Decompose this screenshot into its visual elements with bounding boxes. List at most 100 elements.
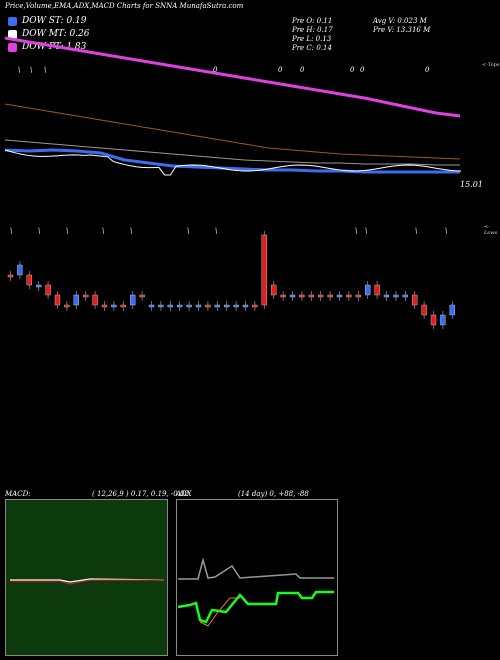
macd-title: MACD: <box>5 490 31 498</box>
candle <box>167 304 173 308</box>
low-marker: \ <box>415 227 417 235</box>
low-marker: \ <box>38 227 40 235</box>
top-marker: 0 <box>350 66 355 74</box>
adx-minus-di <box>199 597 240 627</box>
adx-plus-di <box>177 590 334 624</box>
legend-swatch-white <box>8 29 17 39</box>
candle <box>17 264 23 276</box>
candle <box>120 304 126 308</box>
candle <box>421 304 427 316</box>
stat-avg-volume: Avg V: 0.023 M <box>373 17 427 25</box>
candle <box>289 294 296 298</box>
candle <box>365 284 371 296</box>
low-marker: \ <box>187 227 189 235</box>
candle <box>430 314 437 326</box>
lows-label: <-Lows <box>484 224 498 236</box>
legend-dow-mt: DOW MT: 0.26 <box>8 29 90 39</box>
top-marker: 0 <box>425 66 430 74</box>
candle <box>412 294 418 306</box>
ema-line-magenta <box>4 36 461 118</box>
stat-prev-low: Pre L: 0.13 <box>292 35 332 43</box>
ema-line-blue <box>4 148 460 174</box>
candle <box>54 294 61 306</box>
legend-dow-st: DOW ST: 0.19 <box>8 16 87 26</box>
candle <box>205 304 211 308</box>
candle <box>355 294 361 298</box>
legend-swatch-magenta <box>8 42 17 52</box>
low-marker: \ <box>130 227 132 235</box>
candle <box>186 304 192 308</box>
stat-prev-volume: Pre V: 13.316 M <box>373 26 431 34</box>
candle <box>242 304 249 308</box>
macd-signal <box>10 579 164 585</box>
adx-params: (14 day) 0, +88, -88 <box>238 490 309 498</box>
candle <box>327 294 333 298</box>
ema-line-brown <box>4 103 461 160</box>
candle <box>280 294 286 298</box>
candle <box>36 284 42 288</box>
top-marker: 0 <box>300 66 305 74</box>
adx-title: ADX <box>176 490 192 498</box>
tops-label: <-Tops <box>482 62 500 68</box>
candle <box>139 294 145 298</box>
candle <box>252 304 258 308</box>
stat-prev-open: Pre O: 0.11 <box>292 17 333 25</box>
top-marker: 0 <box>278 66 283 74</box>
candle <box>92 294 98 306</box>
price-label: 15.01 <box>460 180 483 189</box>
candle <box>214 304 220 308</box>
stat-prev-high: Pre H: 0.17 <box>292 26 333 34</box>
candle <box>148 304 155 308</box>
low-marker: \ <box>10 227 12 235</box>
candle <box>299 294 305 298</box>
legend-label-mt: DOW MT: 0.26 <box>22 29 90 39</box>
macd-line <box>10 578 165 583</box>
candle <box>346 294 352 298</box>
low-marker: \ <box>215 227 217 235</box>
candle <box>45 284 51 296</box>
top-marker: 0 <box>213 66 218 74</box>
top-marker: 0 <box>360 66 365 74</box>
price-chart: \ \ \ 0 0 0 0 0 0\ \ \ \ \ \ \ \ \ \ \ <box>4 36 462 329</box>
candle <box>64 304 70 308</box>
low-marker: \ <box>445 227 447 235</box>
candle <box>195 304 202 308</box>
candle <box>224 304 230 308</box>
candle <box>111 304 117 308</box>
candle <box>402 294 408 298</box>
low-marker: \ <box>102 227 104 235</box>
candle <box>336 294 343 298</box>
legend-swatch-blue <box>8 16 17 26</box>
stat-prev-close: Pre C: 0.14 <box>292 44 332 52</box>
adx-line <box>178 557 334 580</box>
candle <box>83 294 89 298</box>
low-marker: \ <box>365 227 367 235</box>
candle <box>374 284 380 296</box>
macd-params: ( 12,26,9 ) 0.17, 0.19, -0.02 <box>92 490 189 498</box>
candle <box>177 304 183 308</box>
legend-label-st: DOW ST: 0.19 <box>22 16 87 26</box>
candle <box>26 274 32 286</box>
candle <box>73 294 79 306</box>
top-marker: \ <box>30 66 32 74</box>
ema-line-grey <box>4 139 460 166</box>
candle <box>440 314 446 326</box>
candle <box>318 294 324 298</box>
candle <box>393 294 399 298</box>
low-marker: \ <box>355 227 357 235</box>
low-marker: \ <box>66 227 68 235</box>
candle <box>261 234 267 306</box>
macd-panel <box>5 499 168 656</box>
candle <box>7 274 14 278</box>
candle <box>383 294 390 298</box>
candle <box>308 294 314 298</box>
candle <box>130 294 136 306</box>
candle <box>101 304 108 308</box>
price-line-white <box>4 149 462 176</box>
candle <box>271 284 277 296</box>
top-marker: \ <box>44 66 46 74</box>
top-marker: \ <box>18 66 20 74</box>
chart-title: Price,Volume,EMA,ADX,MACD Charts for SNN… <box>5 2 244 10</box>
candle <box>233 304 239 308</box>
